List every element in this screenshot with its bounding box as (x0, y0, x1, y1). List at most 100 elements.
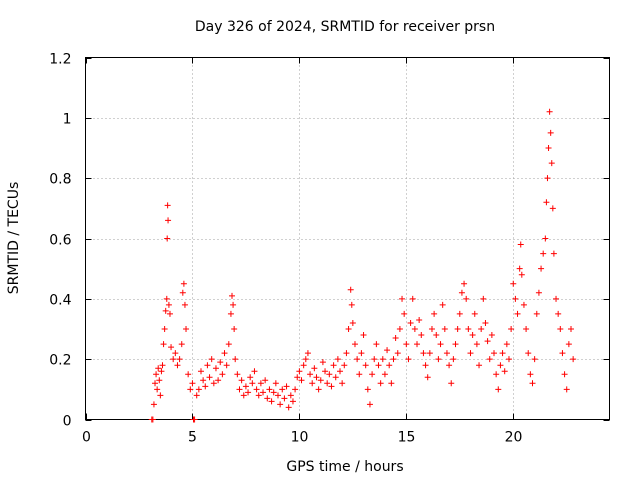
data-point (437, 341, 444, 348)
data-point (272, 380, 279, 387)
data-point (289, 398, 296, 405)
chart-title: Day 326 of 2024, SRMTID for receiver prs… (195, 19, 495, 35)
data-point (531, 356, 538, 363)
data-point (450, 356, 457, 363)
data-point (348, 301, 355, 308)
data-point (570, 356, 577, 363)
data-point (518, 271, 525, 278)
data-point (547, 129, 554, 136)
data-point (178, 341, 185, 348)
data-point (491, 350, 498, 357)
data-point (390, 356, 397, 363)
data-point (170, 356, 177, 363)
data-point (334, 356, 341, 363)
y-tick-label: 0.4 (49, 293, 71, 309)
data-point (330, 362, 337, 369)
data-point (191, 416, 198, 423)
data-point (360, 332, 367, 339)
data-point (414, 341, 421, 348)
data-point (162, 307, 169, 314)
data-point (469, 332, 476, 339)
data-point (285, 404, 292, 411)
data-point (179, 289, 186, 296)
grid (85, 57, 610, 420)
data-point (527, 371, 534, 378)
data-point (388, 380, 395, 387)
data-point (544, 175, 551, 182)
data-point (371, 356, 378, 363)
data-point (304, 350, 311, 357)
data-point (428, 326, 435, 332)
data-point (542, 235, 549, 242)
data-point (373, 341, 380, 348)
data-point (433, 332, 440, 339)
data-point (166, 310, 173, 317)
data-point (219, 371, 226, 378)
data-point (230, 301, 237, 308)
data-point (326, 371, 333, 378)
data-point (343, 350, 350, 357)
data-point (407, 319, 414, 326)
data-point (347, 286, 354, 293)
data-point (452, 341, 459, 348)
data-point (478, 326, 485, 332)
data-point (294, 374, 301, 381)
data-point (563, 386, 570, 393)
data-point (165, 217, 172, 224)
data-point (381, 371, 388, 378)
data-point (157, 392, 164, 399)
data-point (260, 389, 267, 396)
data-point (341, 362, 348, 369)
data-point (549, 205, 556, 212)
data-point (394, 350, 401, 357)
data-point (446, 362, 453, 369)
data-point (561, 371, 568, 378)
x-tick-label: 20 (505, 430, 523, 446)
data-point (183, 326, 190, 332)
data-point (366, 401, 373, 408)
data-point (292, 386, 299, 393)
data-point (296, 368, 303, 375)
x-axis: 0 5 10 15 20 (82, 57, 523, 446)
data-point (471, 310, 478, 317)
data-point (204, 362, 211, 369)
data-point (153, 371, 160, 378)
data-point (553, 295, 560, 302)
data-point (351, 341, 358, 348)
data-point (535, 289, 542, 296)
data-point (161, 326, 168, 332)
y-tick-label: 0.8 (49, 172, 71, 188)
data-point (311, 365, 318, 372)
data-point (232, 356, 239, 363)
data-point (281, 395, 288, 402)
data-point (317, 377, 324, 384)
data-point (463, 295, 470, 302)
y-tick-label: 1 (63, 112, 72, 128)
x-axis-label: GPS time / hours (286, 459, 403, 475)
data-point (324, 380, 331, 387)
data-point (309, 380, 316, 387)
data-point (155, 365, 162, 372)
plot-frame (85, 57, 610, 420)
data-point (405, 356, 412, 363)
data-point (270, 389, 277, 396)
x-tick-label: 15 (398, 430, 416, 446)
data-point (229, 292, 236, 299)
data-point (520, 301, 527, 308)
data-point (164, 235, 171, 242)
data-point (163, 295, 170, 302)
data-point (255, 392, 262, 399)
data-point (302, 356, 309, 363)
data-point (384, 347, 391, 354)
data-point (300, 362, 307, 369)
data-point (332, 374, 339, 381)
data-point (548, 160, 555, 167)
data-point (242, 383, 249, 390)
data-point (510, 280, 517, 287)
data-point (221, 350, 228, 357)
data-point (193, 392, 200, 399)
data-point (240, 392, 247, 399)
data-point (501, 368, 508, 375)
data-point (557, 326, 564, 332)
data-point (401, 310, 408, 317)
